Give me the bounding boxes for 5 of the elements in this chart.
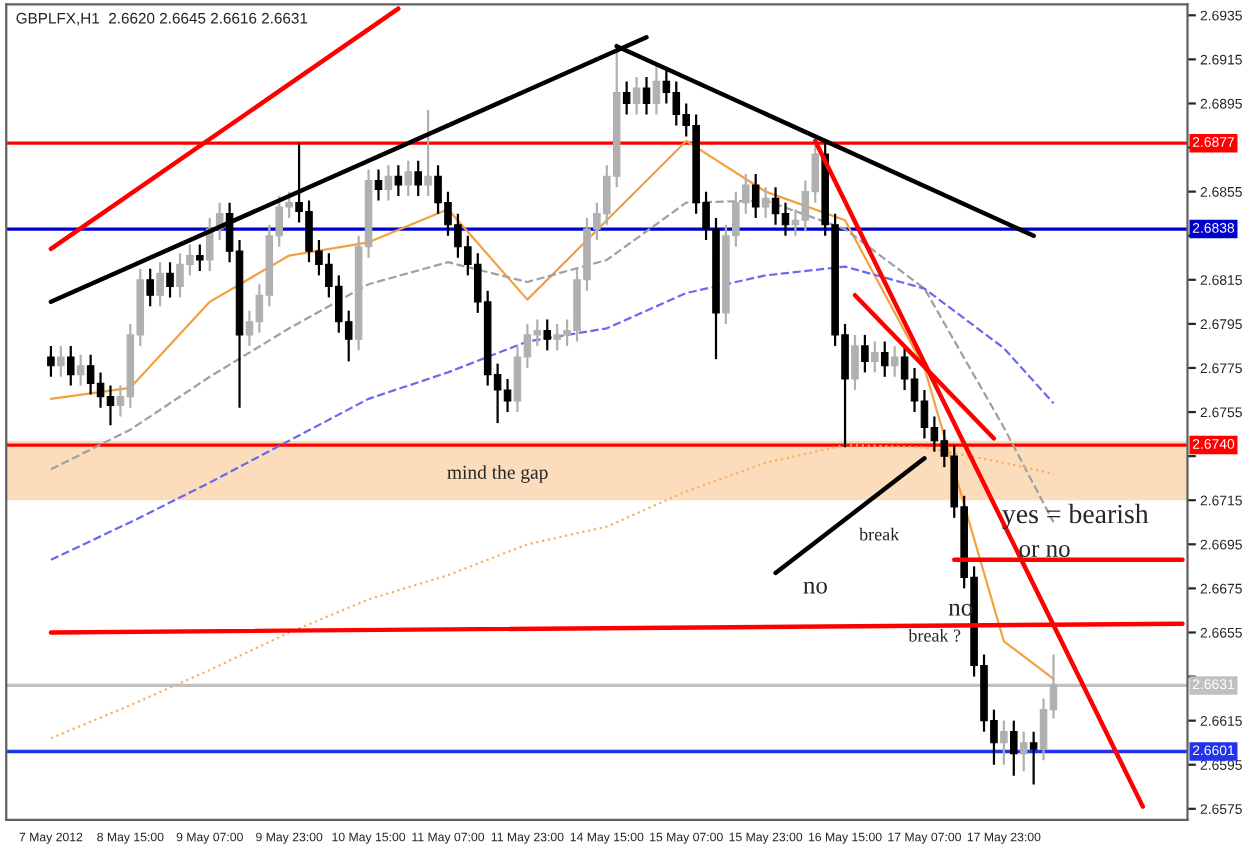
- annotation: break: [859, 527, 900, 541]
- annotation: or no: [1019, 544, 1070, 557]
- annotation: break ?: [908, 628, 961, 642]
- band-label: mind the gap: [447, 465, 548, 483]
- annotation: no: [803, 581, 827, 594]
